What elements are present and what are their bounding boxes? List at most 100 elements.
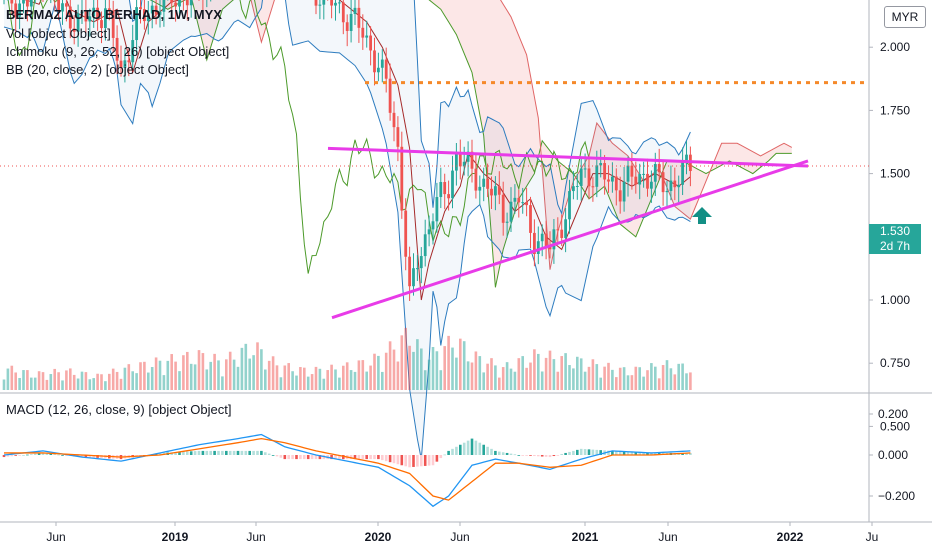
volume-bar	[673, 374, 677, 390]
bollinger-upper-band	[128, 0, 691, 216]
macd-histogram-bar	[61, 455, 64, 456]
candle-body	[384, 59, 388, 79]
macd-histogram-bar	[178, 451, 181, 455]
macd-histogram-bar	[568, 451, 571, 455]
volume-bar	[189, 363, 193, 390]
volume-bar	[603, 366, 606, 390]
candle-body	[127, 60, 131, 63]
macd-histogram-bar	[505, 452, 509, 455]
macd-histogram-bar	[564, 452, 567, 455]
legend-bollinger-bands[interactable]: BB (20, close, 2) [object Object]	[6, 62, 189, 77]
macd-histogram-bar	[334, 455, 337, 460]
candle-body	[131, 40, 135, 63]
macd-histogram-bar	[295, 455, 298, 460]
candle-body	[451, 170, 454, 199]
candle-body	[544, 233, 548, 247]
candle-body	[170, 0, 174, 3]
volume-bar	[267, 360, 271, 390]
macd-histogram-bar	[369, 455, 372, 460]
macd-signal-line	[4, 437, 691, 501]
macd-histogram-bar	[466, 440, 470, 455]
macd-histogram-bar	[529, 455, 532, 456]
legend-volume[interactable]: Vol [object Object]	[6, 26, 111, 41]
time-axis-tick-label: 2021	[572, 530, 599, 544]
macd-histogram-bar	[388, 455, 392, 463]
candle-body	[462, 161, 466, 167]
candle-body	[18, 3, 21, 17]
macd-histogram-bar	[556, 455, 560, 456]
volume-bar	[170, 354, 173, 390]
macd-histogram-bar	[291, 455, 294, 460]
candle-body	[68, 6, 72, 29]
volume-bar	[100, 374, 103, 390]
candle-body	[431, 221, 435, 230]
volume-bar	[392, 349, 396, 390]
volume-bar	[587, 366, 591, 390]
volume-bar	[244, 343, 248, 390]
candle-body	[568, 191, 571, 220]
macd-histogram-bar	[607, 450, 610, 455]
candle-body	[80, 11, 84, 14]
macd-histogram-bar	[338, 455, 341, 460]
volume-bar	[607, 362, 610, 390]
macd-histogram-bar	[408, 455, 411, 468]
macd-histogram-bar	[41, 452, 45, 455]
volume-bar	[443, 346, 446, 390]
volume-bar	[669, 368, 673, 390]
macd-histogram-bar	[310, 455, 314, 460]
candle-body	[603, 163, 606, 180]
time-axis-tick-label: Jun	[450, 530, 469, 544]
candle-body	[353, 7, 357, 14]
volume-bar	[217, 360, 220, 390]
volume-bar	[271, 356, 275, 390]
legend-macd[interactable]: MACD (12, 26, close, 9) [object Object]	[6, 402, 232, 417]
volume-bar	[369, 365, 372, 390]
candle-body	[669, 180, 673, 191]
candle-body	[497, 186, 501, 195]
candle-body	[322, 0, 326, 5]
candle-body	[427, 229, 431, 235]
macd-histogram-bar	[275, 455, 279, 457]
volume-bar	[501, 367, 505, 390]
macd-histogram-bar	[174, 452, 177, 455]
macd-axis-tick-label: 0.200	[878, 407, 908, 421]
volume-bar	[579, 358, 583, 390]
legend-ichimoku[interactable]: Ichimoku (9, 26, 52, 26) [object Object]	[6, 44, 230, 59]
volume-bar	[2, 379, 6, 390]
candle-body	[455, 152, 458, 171]
volume-bar	[420, 348, 423, 390]
trendline-upper	[327, 146, 809, 168]
candle-body	[583, 168, 587, 170]
volume-bar	[96, 373, 99, 390]
macd-line	[3, 433, 691, 508]
volume-bar	[306, 376, 310, 390]
candle-body	[65, 3, 68, 7]
candle-body	[552, 229, 556, 250]
macd-histogram-bar	[10, 455, 14, 457]
volume-bar	[622, 367, 626, 390]
macd-histogram-bar	[443, 454, 446, 456]
volume-bar	[642, 376, 645, 390]
macd-histogram-bar	[248, 450, 251, 455]
currency-button[interactable]: MYR	[884, 6, 926, 28]
volume-bar	[595, 364, 599, 390]
volume-bar	[6, 368, 10, 390]
macd-histogram-bar	[416, 455, 419, 467]
volume-bar	[474, 351, 478, 390]
macd-histogram-bar	[279, 455, 283, 458]
candle-body	[564, 219, 567, 238]
macd-histogram-bar	[537, 455, 540, 457]
macd-histogram-bar	[22, 455, 25, 456]
volume-bar	[345, 362, 349, 390]
volume-bar	[326, 370, 329, 390]
volume-bar	[18, 377, 21, 390]
time-axis-tick-label: Jun	[246, 530, 265, 544]
volume-bar	[236, 366, 240, 390]
volume-bar	[92, 378, 95, 390]
volume-bar	[61, 380, 64, 390]
macd-histogram-bar	[271, 455, 275, 456]
macd-histogram-bar	[49, 453, 53, 455]
macd-histogram-bar	[287, 455, 290, 460]
volume-bar	[665, 360, 669, 390]
